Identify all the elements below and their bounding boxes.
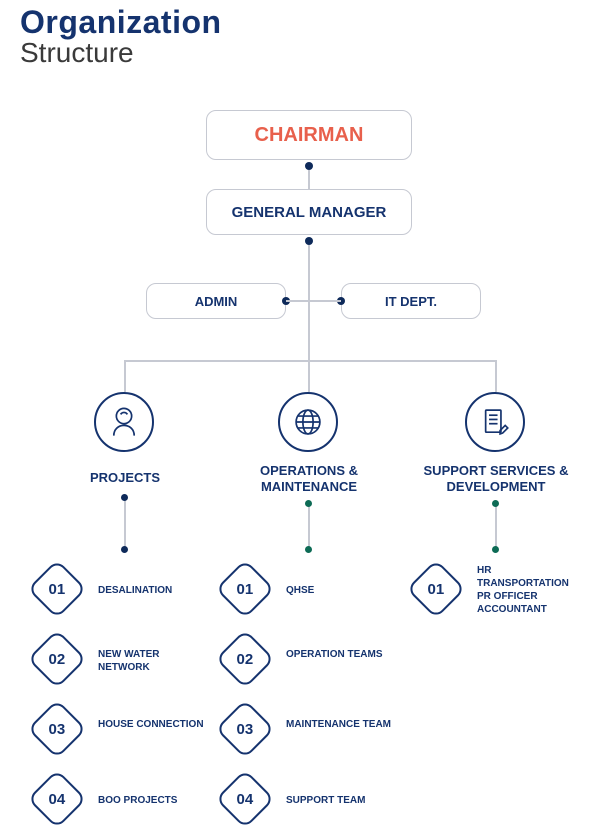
dept-stub-line bbox=[308, 502, 310, 548]
dept-icon-projects bbox=[94, 392, 154, 452]
org-box-general-manager: GENERAL MANAGER bbox=[206, 189, 412, 235]
dept-item-label-ops: SUPPORT TEAM bbox=[286, 794, 396, 807]
dept-item-num-label: 04 bbox=[237, 791, 254, 808]
title-line1: Organization bbox=[20, 4, 222, 41]
dept-stub-dot bbox=[492, 500, 499, 507]
connector-line bbox=[124, 360, 496, 362]
dept-item-label-projects: NEW WATER NETWORK bbox=[98, 648, 208, 674]
dept-item-num-ops: 01 bbox=[215, 559, 274, 618]
org-box-chairman: CHAIRMAN bbox=[206, 110, 412, 160]
title-line2: Structure bbox=[20, 37, 222, 69]
dept-icon-support bbox=[465, 392, 525, 452]
connector-dot bbox=[305, 237, 313, 245]
connector-line bbox=[286, 300, 341, 302]
gm-label: GENERAL MANAGER bbox=[232, 204, 387, 221]
dept-item-num-label: 02 bbox=[49, 651, 66, 668]
dept-item-num-label: 04 bbox=[49, 791, 66, 808]
admin-label: ADMIN bbox=[195, 294, 238, 309]
dept-stub-line bbox=[124, 496, 126, 548]
connector-line bbox=[495, 360, 497, 392]
dept-item-label-projects: DESALINATION bbox=[98, 584, 208, 597]
connector-line bbox=[124, 360, 126, 392]
dept-item-num-label: 03 bbox=[49, 721, 66, 738]
connector-line bbox=[308, 170, 310, 189]
org-box-it-dept: IT DEPT. bbox=[341, 283, 481, 319]
dept-item-num-label: 01 bbox=[428, 581, 445, 598]
dept-item-label-ops: OPERATION TEAMS bbox=[286, 648, 396, 661]
connector-dot bbox=[305, 162, 313, 170]
dept-title-support: SUPPORT SERVICES & DEVELOPMENT bbox=[411, 463, 581, 496]
dept-item-num-projects: 04 bbox=[27, 769, 86, 828]
connector-line bbox=[308, 360, 310, 392]
dept-title-ops: OPERATIONS & MAINTENANCE bbox=[224, 463, 394, 496]
dept-item-label-projects: BOO PROJECTS bbox=[98, 794, 208, 807]
page-title-block: Organization Structure bbox=[20, 4, 222, 69]
dept-item-num-ops: 02 bbox=[215, 629, 274, 688]
dept-item-num-projects: 01 bbox=[27, 559, 86, 618]
dept-item-num-label: 01 bbox=[49, 581, 66, 598]
org-box-admin: ADMIN bbox=[146, 283, 286, 319]
dept-item-num-ops: 04 bbox=[215, 769, 274, 828]
dept-item-num-label: 03 bbox=[237, 721, 254, 738]
dept-title-projects: PROJECTS bbox=[40, 470, 210, 486]
dept-stub-dot bbox=[305, 500, 312, 507]
dept-item-num-label: 01 bbox=[237, 581, 254, 598]
dept-stub-dot bbox=[121, 546, 128, 553]
dept-item-label-ops: MAINTENANCE TEAM bbox=[286, 718, 396, 731]
dept-item-label-ops: QHSE bbox=[286, 584, 396, 597]
it-label: IT DEPT. bbox=[385, 294, 437, 309]
dept-item-num-ops: 03 bbox=[215, 699, 274, 758]
dept-stub-line bbox=[495, 502, 497, 548]
connector-line bbox=[308, 245, 310, 360]
dept-stub-dot bbox=[492, 546, 499, 553]
dept-stub-dot bbox=[121, 494, 128, 501]
dept-item-num-projects: 03 bbox=[27, 699, 86, 758]
dept-icon-ops bbox=[278, 392, 338, 452]
dept-item-label-support: HR TRANSPORTATION PR OFFICER ACCOUNTANT bbox=[477, 564, 587, 616]
dept-item-num-support: 01 bbox=[406, 559, 465, 618]
dept-stub-dot bbox=[305, 546, 312, 553]
chairman-label: CHAIRMAN bbox=[255, 124, 364, 147]
dept-item-num-projects: 02 bbox=[27, 629, 86, 688]
dept-item-label-projects: HOUSE CONNECTION bbox=[98, 718, 208, 731]
dept-item-num-label: 02 bbox=[237, 651, 254, 668]
